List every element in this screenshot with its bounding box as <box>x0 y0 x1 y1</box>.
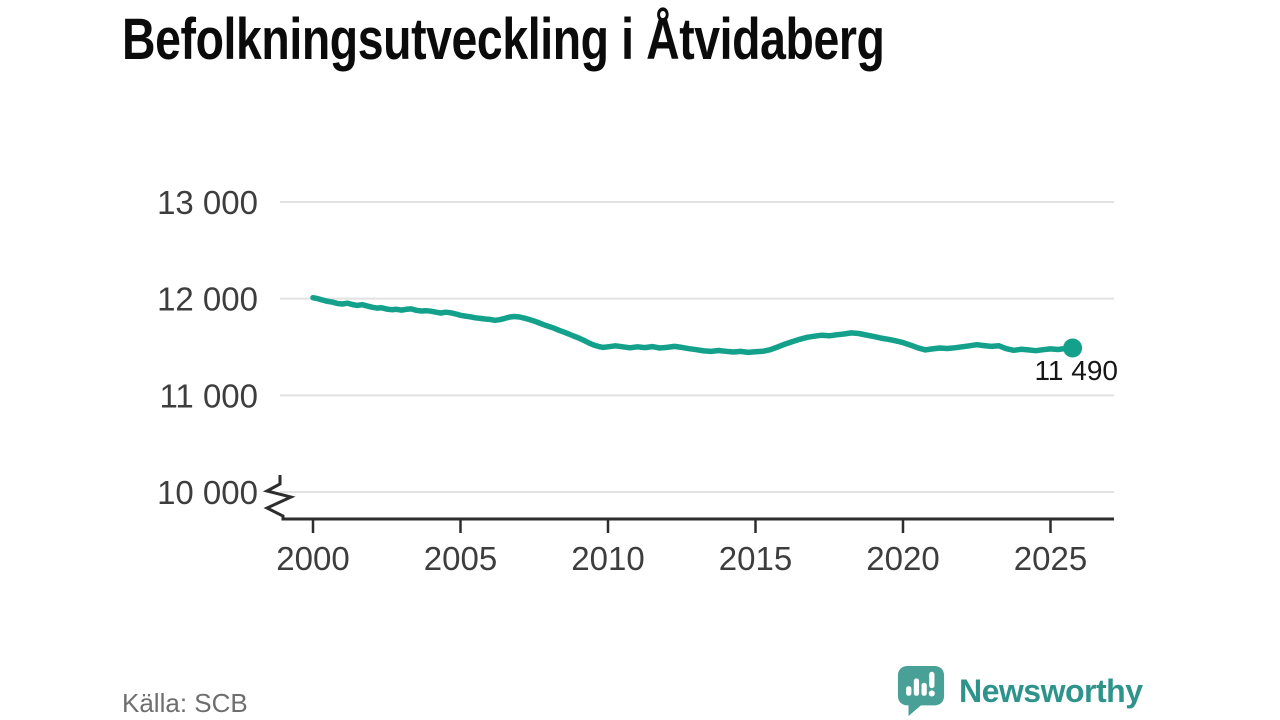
x-tick-label-2020: 2020 <box>866 540 939 577</box>
logo-bar-1 <box>906 686 912 696</box>
x-tick-label-2025: 2025 <box>1014 540 1087 577</box>
logo-bar-2 <box>913 678 920 696</box>
newsworthy-wordmark: Newsworthy <box>959 672 1143 709</box>
logo-exclamation-dot <box>928 690 935 697</box>
y-tick-label-11000: 11 000 <box>160 377 258 414</box>
end-value-label: 11 490 <box>1034 355 1118 386</box>
chart-title: Befolkningsutveckling i Åtvidaberg <box>122 7 885 72</box>
population-line <box>310 294 1076 356</box>
x-tick-label-2005: 2005 <box>424 540 497 577</box>
logo-exclamation-bar <box>929 671 935 689</box>
newsworthy-bubble-chart-icon <box>897 666 945 716</box>
x-tick-label-2000: 2000 <box>276 540 349 577</box>
x-axis-with-break <box>262 475 1114 521</box>
logo-speech-bubble <box>897 666 945 716</box>
y-tick-label-12000: 12 000 <box>157 281 258 318</box>
y-tick-label-10000: 10 000 <box>157 474 258 511</box>
logo-bar-3 <box>921 682 927 696</box>
x-tick-label-2010: 2010 <box>571 540 644 577</box>
newsworthy-logo: Newsworthy <box>896 664 1143 718</box>
x-tick-label-2015: 2015 <box>719 540 792 577</box>
source-label: Källa: SCB <box>122 688 248 718</box>
end-point-marker <box>1063 338 1083 358</box>
y-tick-label-13000: 13 000 <box>157 184 258 221</box>
